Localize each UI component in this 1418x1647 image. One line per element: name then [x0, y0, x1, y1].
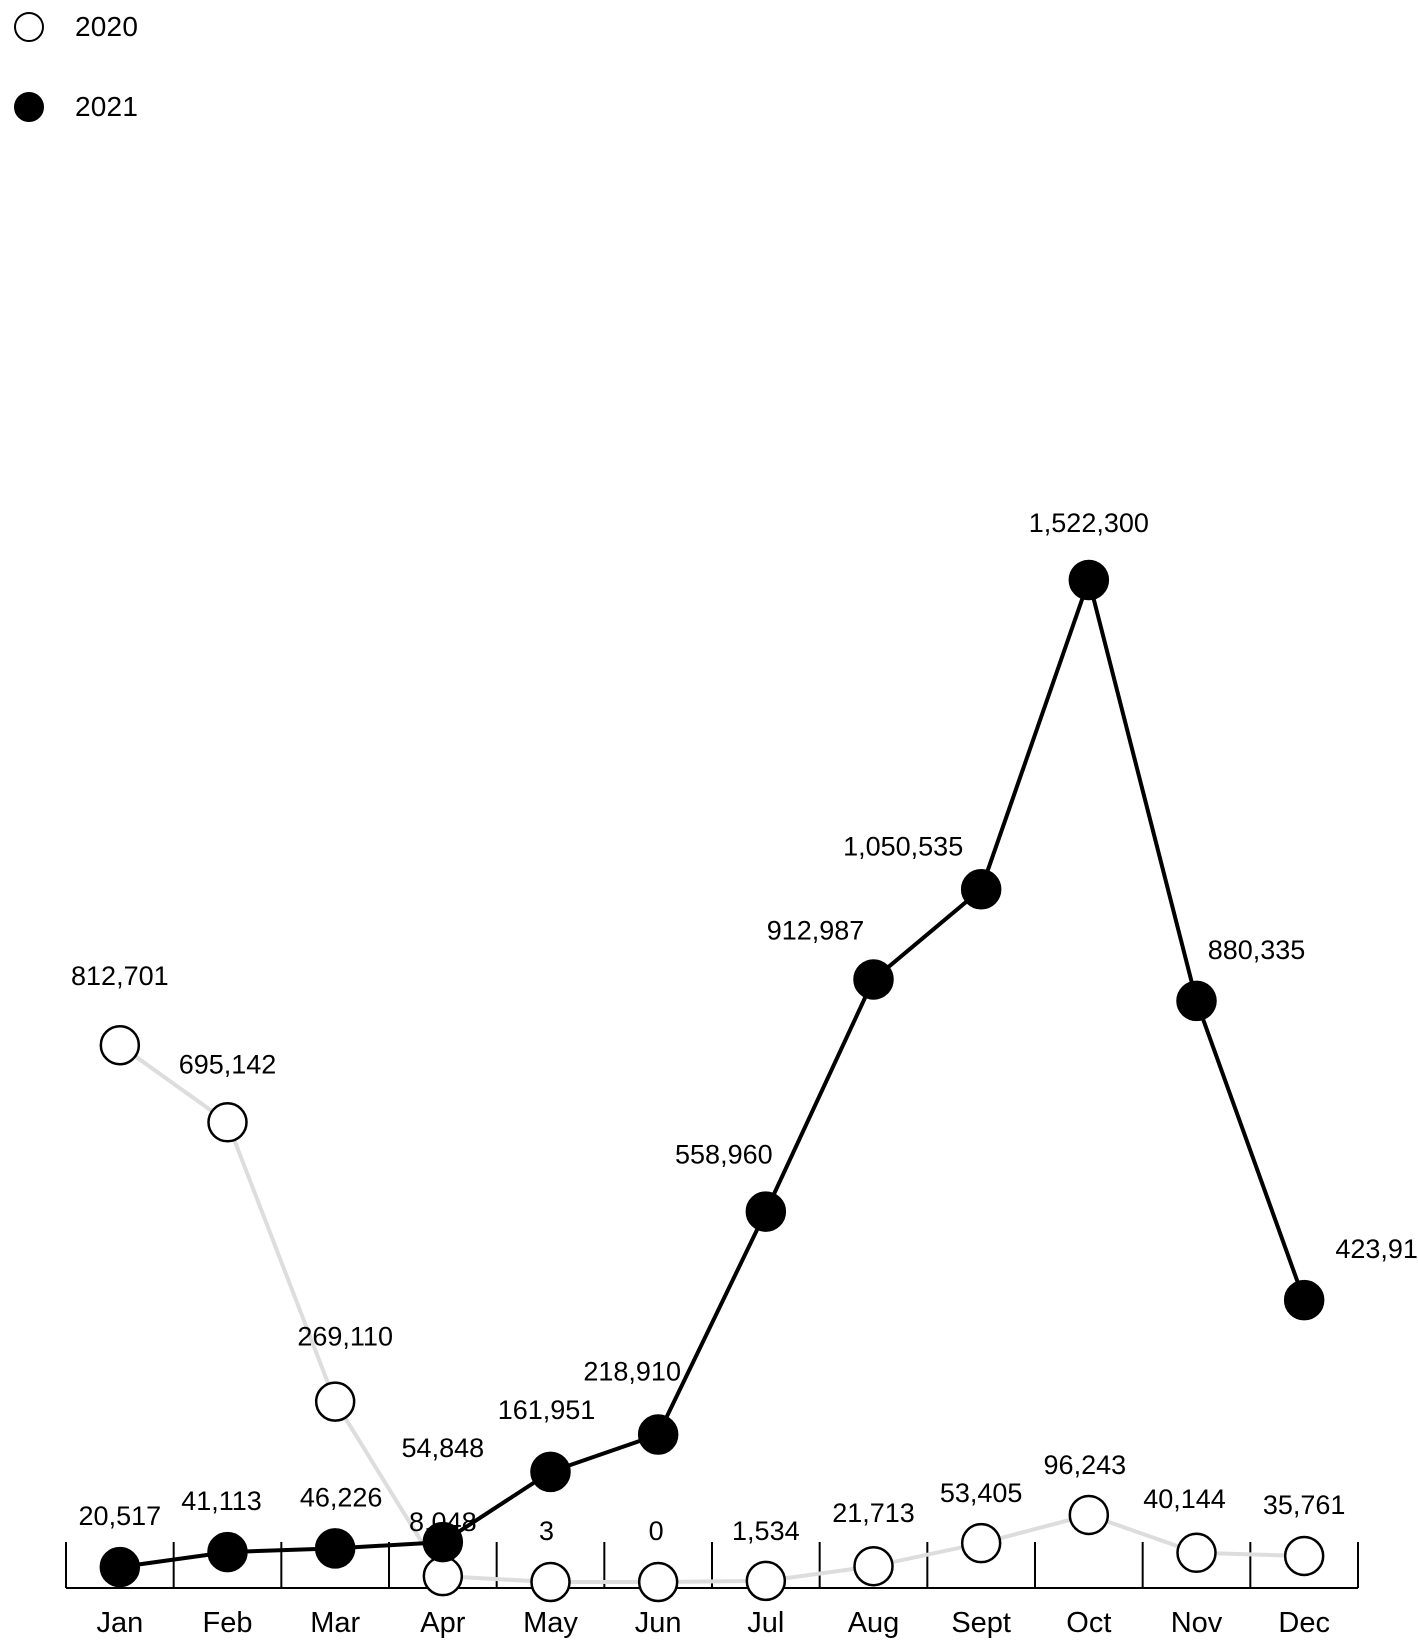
x-tick-label-aug: Aug [848, 1607, 900, 1639]
x-tick-label-nov: Nov [1171, 1607, 1223, 1639]
x-tick-label-mar: Mar [310, 1607, 360, 1639]
point-2021-oct [1068, 559, 1110, 601]
series-line-2021 [119, 578, 1307, 1570]
legend-item-2021: 2021 [14, 88, 138, 126]
data-label-2021-jul: 558,960 [675, 1140, 773, 1170]
data-label-2021-dec: 423,918 [1335, 1234, 1418, 1264]
point-2021-dec [1283, 1279, 1325, 1321]
data-label-2021-may: 161,951 [498, 1395, 596, 1425]
point-2021-nov [1176, 980, 1217, 1022]
point-2020-feb [207, 1102, 248, 1143]
data-label-2020-sept: 53,405 [940, 1478, 1023, 1508]
point-2020-jul [745, 1560, 787, 1602]
data-label-2020-feb: 695,142 [179, 1049, 277, 1079]
point-2020-may [530, 1561, 571, 1603]
point-2020-oct [1068, 1494, 1110, 1536]
point-2020-apr [422, 1555, 464, 1597]
x-tick-label-feb: Feb [203, 1607, 253, 1639]
point-2020-jun [637, 1561, 679, 1603]
x-tick-label-sept: Sept [951, 1607, 1011, 1639]
chart-legend: 2020 2021 [14, 8, 138, 168]
data-label-2020-jun: 0 [649, 1516, 664, 1546]
point-2021-jan [99, 1546, 141, 1588]
legend-marker-2020 [14, 12, 44, 42]
x-tick-label-jun: Jun [635, 1607, 682, 1639]
data-label-2021-nov: 880,335 [1208, 935, 1306, 965]
data-label-2021-jun: 218,910 [583, 1357, 681, 1387]
point-2021-may [530, 1451, 571, 1493]
x-tick-label-jan: Jan [96, 1607, 143, 1639]
point-2021-jul [745, 1191, 787, 1232]
series-2021: 20,517 41,113 46,226 54,848 161,951 218,910 55… [79, 508, 1418, 1588]
legend-label-2021: 2021 [75, 91, 139, 122]
data-label-2020-may: 3 [539, 1516, 554, 1546]
point-2021-apr [422, 1521, 464, 1563]
data-label-2021-sept: 1,050,535 [843, 831, 963, 861]
point-2021-aug [853, 959, 894, 1000]
data-label-2021-aug: 912,987 [767, 915, 865, 945]
point-2020-mar [314, 1381, 356, 1422]
data-label-2021-oct: 1,522,300 [1029, 508, 1149, 538]
point-2020-dec [1283, 1535, 1325, 1577]
x-tick-label-oct: Oct [1066, 1607, 1111, 1639]
data-label-2020-nov: 40,144 [1143, 1484, 1226, 1514]
x-axis: Jan Feb Mar Apr May Jun Jul Aug Sept Oct Nov Dec [65, 1542, 1359, 1639]
series-line-2020 [118, 1043, 1305, 1584]
data-label-2020-aug: 21,713 [832, 1498, 915, 1528]
x-tick-label-dec: Dec [1278, 1607, 1330, 1639]
series-2020: 812,701695,142269,1108,048301,53421,7135… [71, 961, 1346, 1603]
data-label-2021-feb: 41,113 [181, 1486, 262, 1516]
legend-label-2020: 2020 [75, 11, 139, 42]
point-2020-jan [99, 1024, 141, 1066]
x-tick-label-may: May [523, 1607, 578, 1639]
data-label-2020-dec: 35,761 [1263, 1490, 1346, 1520]
data-label-2021-mar: 46,226 [300, 1482, 383, 1512]
legend-marker-2021 [14, 92, 44, 122]
point-2021-sept [960, 869, 1002, 910]
point-2021-mar [314, 1528, 356, 1569]
data-label-2020-mar: 269,110 [297, 1322, 393, 1352]
data-label-2020-jan: 812,701 [71, 961, 169, 991]
point-2021-feb [207, 1531, 248, 1573]
data-label-2020-oct: 96,243 [1044, 1450, 1127, 1480]
point-2020-aug [853, 1545, 894, 1587]
point-2020-nov [1176, 1532, 1217, 1574]
point-2020-sept [960, 1522, 1002, 1564]
legend-item-2020: 2020 [14, 8, 138, 46]
point-2021-jun [637, 1414, 679, 1455]
data-label-2021-apr: 54,848 [402, 1433, 485, 1463]
x-tick-label-jul: Jul [747, 1607, 784, 1639]
data-label-2020-jul: 1,534 [732, 1516, 800, 1546]
data-label-2021-jan: 20,517 [79, 1501, 162, 1531]
x-tick-label-apr: Apr [420, 1607, 465, 1639]
